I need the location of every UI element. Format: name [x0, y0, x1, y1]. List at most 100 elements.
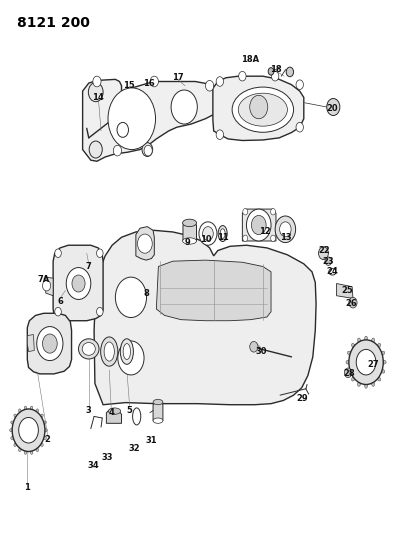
- Polygon shape: [53, 245, 103, 321]
- Circle shape: [296, 80, 303, 90]
- Text: 27: 27: [367, 360, 379, 369]
- Text: 22: 22: [319, 246, 330, 255]
- Circle shape: [270, 235, 275, 241]
- Circle shape: [286, 67, 293, 77]
- Ellipse shape: [36, 409, 39, 413]
- Polygon shape: [27, 313, 72, 374]
- Text: 34: 34: [87, 462, 99, 470]
- Circle shape: [206, 80, 214, 91]
- Circle shape: [349, 297, 357, 308]
- Polygon shape: [106, 410, 122, 423]
- Text: 6: 6: [57, 296, 63, 305]
- Circle shape: [271, 71, 279, 81]
- Polygon shape: [153, 402, 163, 421]
- Text: 33: 33: [102, 454, 113, 463]
- Text: 17: 17: [172, 73, 183, 82]
- Polygon shape: [183, 223, 196, 241]
- Circle shape: [327, 99, 340, 116]
- Ellipse shape: [43, 421, 46, 424]
- Text: 29: 29: [296, 394, 307, 403]
- Circle shape: [42, 334, 57, 353]
- Ellipse shape: [40, 414, 43, 418]
- Text: 5: 5: [127, 406, 133, 415]
- Circle shape: [72, 275, 85, 292]
- Circle shape: [243, 208, 248, 215]
- Ellipse shape: [82, 343, 95, 356]
- Ellipse shape: [347, 351, 351, 355]
- Text: 14: 14: [92, 93, 104, 102]
- Ellipse shape: [358, 381, 361, 386]
- Polygon shape: [136, 227, 154, 260]
- Ellipse shape: [120, 339, 134, 365]
- Polygon shape: [337, 284, 353, 298]
- Ellipse shape: [372, 381, 374, 386]
- Text: 15: 15: [122, 81, 134, 90]
- Circle shape: [296, 123, 303, 132]
- Circle shape: [344, 368, 352, 377]
- Ellipse shape: [220, 229, 225, 238]
- Ellipse shape: [377, 376, 381, 381]
- Ellipse shape: [351, 343, 355, 348]
- Ellipse shape: [11, 421, 14, 424]
- Circle shape: [279, 222, 291, 237]
- Ellipse shape: [11, 436, 14, 440]
- Ellipse shape: [30, 450, 33, 454]
- Circle shape: [118, 341, 144, 375]
- Ellipse shape: [123, 344, 131, 360]
- Ellipse shape: [109, 408, 121, 414]
- Circle shape: [199, 222, 217, 245]
- Ellipse shape: [30, 406, 33, 410]
- Circle shape: [93, 76, 101, 87]
- Ellipse shape: [18, 448, 21, 451]
- Circle shape: [88, 83, 103, 102]
- Circle shape: [12, 409, 45, 451]
- Text: 8: 8: [143, 288, 149, 297]
- Polygon shape: [213, 76, 304, 141]
- Circle shape: [150, 76, 158, 87]
- Circle shape: [66, 268, 91, 300]
- Text: 25: 25: [341, 286, 353, 295]
- Circle shape: [144, 146, 152, 156]
- Circle shape: [325, 257, 332, 265]
- Text: 1: 1: [24, 482, 30, 491]
- Ellipse shape: [372, 338, 374, 343]
- Text: 11: 11: [217, 233, 229, 242]
- Circle shape: [216, 77, 224, 86]
- Text: 7A: 7A: [37, 275, 50, 284]
- Circle shape: [108, 88, 155, 150]
- Circle shape: [247, 209, 271, 241]
- Ellipse shape: [36, 448, 39, 451]
- Polygon shape: [242, 209, 276, 241]
- Ellipse shape: [153, 418, 163, 423]
- Text: 10: 10: [200, 236, 211, 245]
- Ellipse shape: [347, 369, 351, 373]
- Circle shape: [37, 327, 63, 361]
- Polygon shape: [156, 260, 271, 321]
- Circle shape: [55, 308, 61, 316]
- Circle shape: [89, 141, 102, 158]
- Circle shape: [319, 247, 328, 260]
- Ellipse shape: [24, 406, 27, 410]
- Ellipse shape: [101, 337, 118, 366]
- Ellipse shape: [377, 343, 381, 348]
- Circle shape: [270, 208, 275, 215]
- Ellipse shape: [43, 436, 46, 440]
- Polygon shape: [46, 277, 53, 296]
- Circle shape: [250, 95, 268, 119]
- Ellipse shape: [365, 336, 367, 342]
- Circle shape: [239, 71, 246, 81]
- Circle shape: [250, 342, 258, 352]
- Ellipse shape: [104, 342, 114, 361]
- Polygon shape: [94, 230, 316, 405]
- Text: 8121 200: 8121 200: [17, 15, 90, 29]
- Ellipse shape: [40, 443, 43, 447]
- Ellipse shape: [14, 443, 17, 447]
- Text: 12: 12: [259, 228, 271, 237]
- Polygon shape: [27, 335, 34, 352]
- Circle shape: [252, 215, 266, 235]
- Text: 28: 28: [344, 369, 356, 378]
- Text: 32: 32: [128, 444, 140, 453]
- Circle shape: [171, 90, 197, 124]
- Circle shape: [97, 249, 103, 257]
- Ellipse shape: [358, 338, 361, 343]
